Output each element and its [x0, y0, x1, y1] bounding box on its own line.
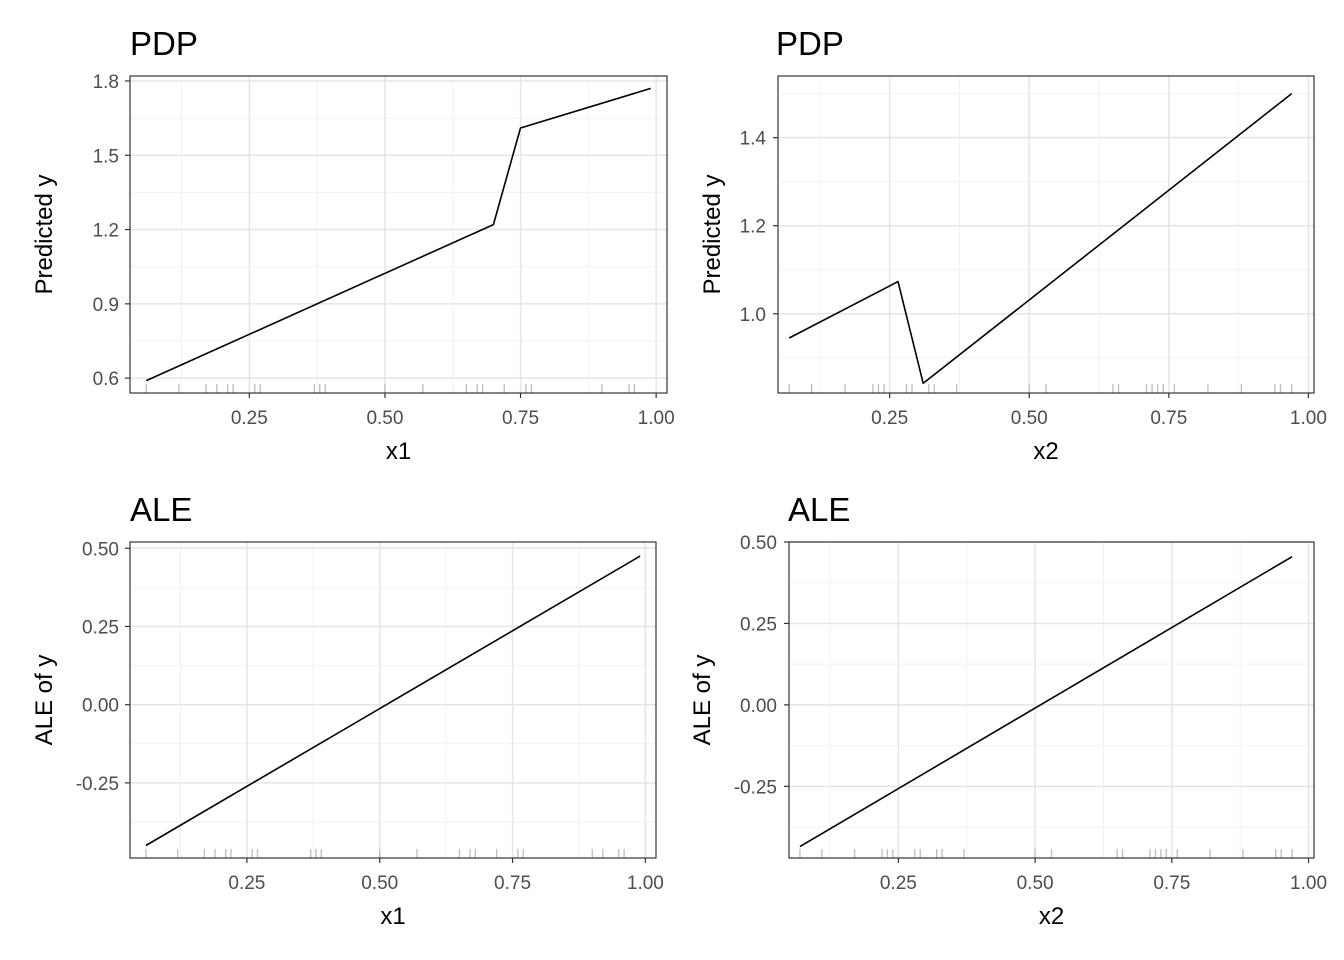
series-line [145, 555, 641, 847]
y-tick-label: 0.9 [93, 295, 119, 316]
chart-title: PDP [776, 25, 844, 62]
plot-background [130, 76, 667, 393]
panel-border [788, 541, 1315, 859]
y-tick-label: 0.00 [740, 696, 777, 717]
y-axis-label: ALE of y [31, 655, 58, 746]
x-axis-label: x1 [386, 438, 411, 465]
x-tick-label: 0.25 [231, 408, 268, 429]
y-tick-label: 1.4 [740, 129, 767, 150]
x-tick-label: 0.75 [494, 873, 531, 894]
chart-title: PDP [130, 25, 198, 62]
x-tick-label: 0.50 [366, 408, 403, 429]
panel-4: 0.25 0.50 0.75 1.00 -0.25 0.00 0.25 0.50 ALE x2 AL… [689, 491, 1327, 930]
x-tick-label: 0.75 [1153, 873, 1190, 894]
y-tick-label: 0.50 [740, 533, 777, 554]
series-line [145, 87, 651, 382]
panel-border [777, 75, 1315, 394]
panel-1: 0.25 0.50 0.75 1.00 0.6 0.9 1.2 1.5 1.8 PDP x1 Pred… [31, 25, 675, 465]
y-tick-label: 0.6 [93, 369, 119, 390]
x-tick-label: 0.25 [871, 408, 908, 429]
y-tick-label: -0.25 [734, 777, 777, 798]
panel-2: 0.25 0.50 0.75 1.00 1.0 1.2 1.4 PDP x2 Predicted … [699, 25, 1327, 465]
y-axis-label: ALE of y [689, 655, 716, 746]
x-tick-label: 0.25 [228, 873, 265, 894]
x-axis-label: x2 [1039, 903, 1064, 930]
y-tick-label: 1.0 [740, 305, 766, 326]
y-axis-label: Predicted y [31, 174, 58, 294]
x-tick-label: 0.75 [502, 408, 539, 429]
y-tick-label: -0.25 [76, 774, 119, 795]
x-tick-label: 1.00 [1290, 408, 1327, 429]
y-tick-label: 0.25 [82, 617, 119, 638]
series-line [799, 556, 1293, 848]
x-tick-label: 1.00 [1290, 873, 1327, 894]
y-tick-label: 1.2 [740, 217, 766, 238]
y-axis-label: Predicted y [699, 174, 726, 294]
y-tick-label: 1.2 [93, 221, 119, 242]
x-tick-label: 0.50 [1017, 873, 1054, 894]
y-tick-label: 0.25 [740, 614, 777, 635]
y-tick-label: 0.00 [82, 696, 119, 717]
panel-border [129, 75, 668, 394]
series-line [788, 92, 1293, 385]
y-tick-label: 0.50 [82, 539, 119, 560]
plot-background [778, 76, 1314, 393]
x-tick-label: 0.50 [361, 873, 398, 894]
x-tick-label: 0.25 [880, 873, 917, 894]
chart-title: ALE [788, 491, 850, 528]
x-axis-label: x2 [1033, 438, 1058, 465]
chart-title: ALE [130, 491, 192, 528]
x-tick-label: 0.75 [1150, 408, 1187, 429]
y-tick-label: 1.5 [93, 146, 119, 167]
panel-border [129, 541, 657, 859]
x-tick-label: 1.00 [627, 873, 664, 894]
x-tick-label: 0.50 [1011, 408, 1048, 429]
panel-3: 0.25 0.50 0.75 1.00 -0.25 0.00 0.25 0.50 ALE x1 AL… [31, 491, 664, 930]
y-tick-label: 1.8 [93, 72, 119, 93]
x-axis-label: x1 [380, 903, 405, 930]
x-tick-label: 1.00 [638, 408, 675, 429]
